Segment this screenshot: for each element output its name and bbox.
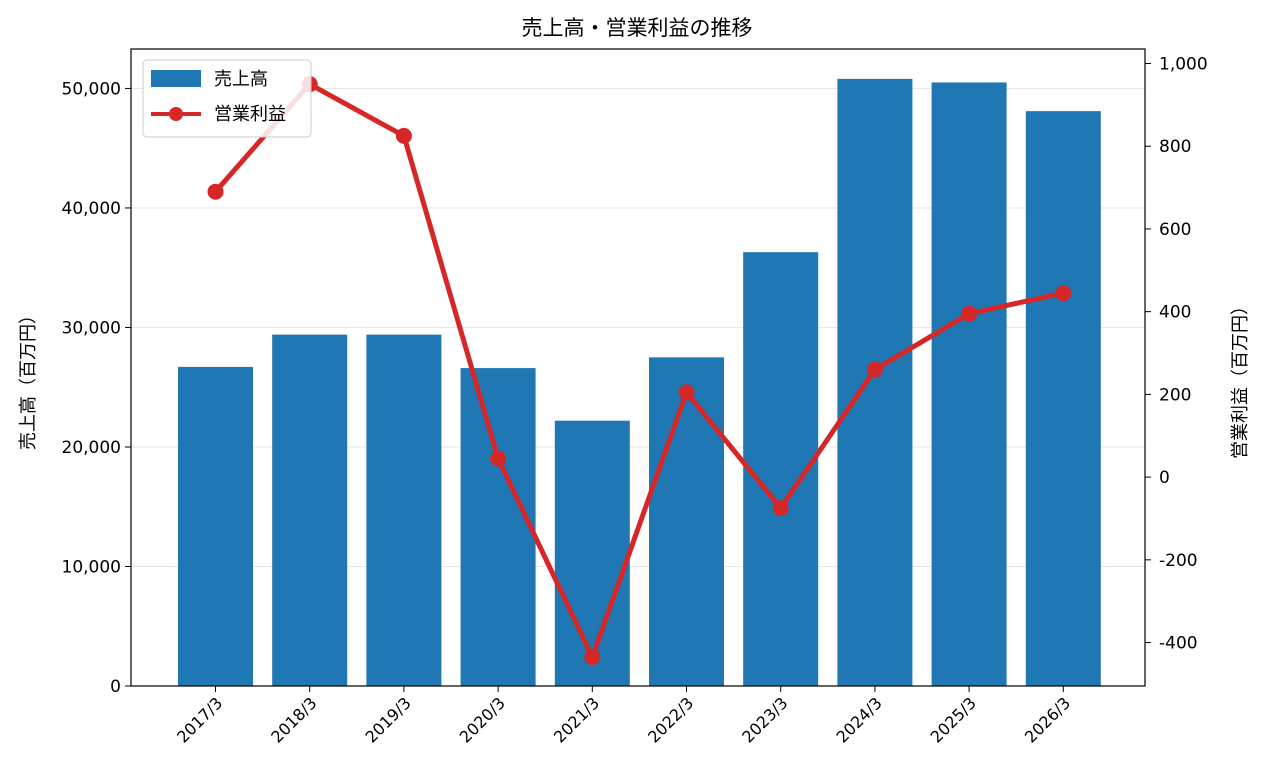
y-tick-label: 10,000 bbox=[62, 557, 121, 577]
x-tick-label: 2025/3 bbox=[927, 693, 980, 746]
y-axis-left: 0 10,000 20,000 30,000 40,000 50,000 bbox=[62, 79, 131, 697]
x-axis: 2017/3 2018/3 2019/3 2020/3 2021/3 2022/3 2023… bbox=[173, 686, 1074, 747]
line-point bbox=[961, 305, 978, 322]
y2-tick-label: -200 bbox=[1159, 551, 1198, 571]
x-tick-label: 2017/3 bbox=[173, 693, 226, 746]
line-point bbox=[207, 183, 224, 200]
x-tick-label: 2024/3 bbox=[832, 693, 885, 746]
y2-tick-label: 600 bbox=[1159, 220, 1191, 240]
bar bbox=[366, 334, 442, 686]
legend-line-marker bbox=[169, 107, 183, 121]
bar bbox=[554, 420, 630, 686]
y2-axis-label: 営業利益（百万円） bbox=[1230, 297, 1251, 459]
line-point bbox=[395, 127, 412, 144]
legend-line-label: 営業利益 bbox=[214, 104, 286, 125]
bar bbox=[1025, 111, 1101, 686]
bar bbox=[178, 366, 253, 686]
line-series bbox=[207, 76, 1072, 666]
line-point bbox=[866, 361, 883, 378]
line-point bbox=[678, 384, 695, 401]
y-tick-label: 0 bbox=[110, 677, 121, 697]
x-tick-label: 2023/3 bbox=[738, 693, 791, 746]
x-tick-label: 2021/3 bbox=[550, 693, 603, 746]
bar-series bbox=[178, 78, 1101, 687]
y-tick-label: 40,000 bbox=[62, 199, 121, 219]
line-point bbox=[772, 500, 789, 517]
legend-bar-label: 売上高 bbox=[214, 69, 268, 90]
bar bbox=[649, 357, 724, 686]
y2-tick-label: 800 bbox=[1159, 137, 1191, 157]
x-tick-label: 2020/3 bbox=[456, 693, 509, 746]
x-tick-label: 2026/3 bbox=[1021, 693, 1074, 746]
y-tick-label: 50,000 bbox=[62, 79, 121, 99]
y2-tick-label: 0 bbox=[1159, 468, 1170, 488]
y-tick-label: 30,000 bbox=[62, 318, 121, 338]
line-point bbox=[584, 649, 601, 666]
legend-bar-swatch bbox=[151, 70, 201, 87]
y-axis-label: 売上高（百万円） bbox=[18, 306, 39, 450]
bar bbox=[272, 334, 348, 686]
line-path bbox=[213, 81, 1066, 660]
x-tick-label: 2019/3 bbox=[361, 693, 414, 746]
x-tick-label: 2018/3 bbox=[267, 693, 320, 746]
legend: 売上高 営業利益 bbox=[142, 59, 312, 138]
y2-tick-label: -400 bbox=[1159, 634, 1198, 654]
line-point bbox=[1055, 285, 1072, 302]
y2-tick-label: 400 bbox=[1159, 303, 1191, 323]
y-axis-right: -400 -200 0 200 400 600 800 1,000 bbox=[1145, 54, 1208, 654]
bar bbox=[931, 82, 1007, 686]
chart-title: 売上高・営業利益の推移 bbox=[522, 16, 753, 40]
x-tick-label: 2022/3 bbox=[644, 693, 697, 746]
bar bbox=[460, 368, 536, 686]
y2-tick-label: 200 bbox=[1159, 385, 1191, 405]
plot-frame bbox=[130, 48, 1146, 687]
bar bbox=[837, 78, 913, 686]
y-tick-label: 20,000 bbox=[62, 438, 121, 458]
line-point bbox=[490, 450, 507, 467]
y2-tick-label: 1,000 bbox=[1159, 54, 1208, 74]
